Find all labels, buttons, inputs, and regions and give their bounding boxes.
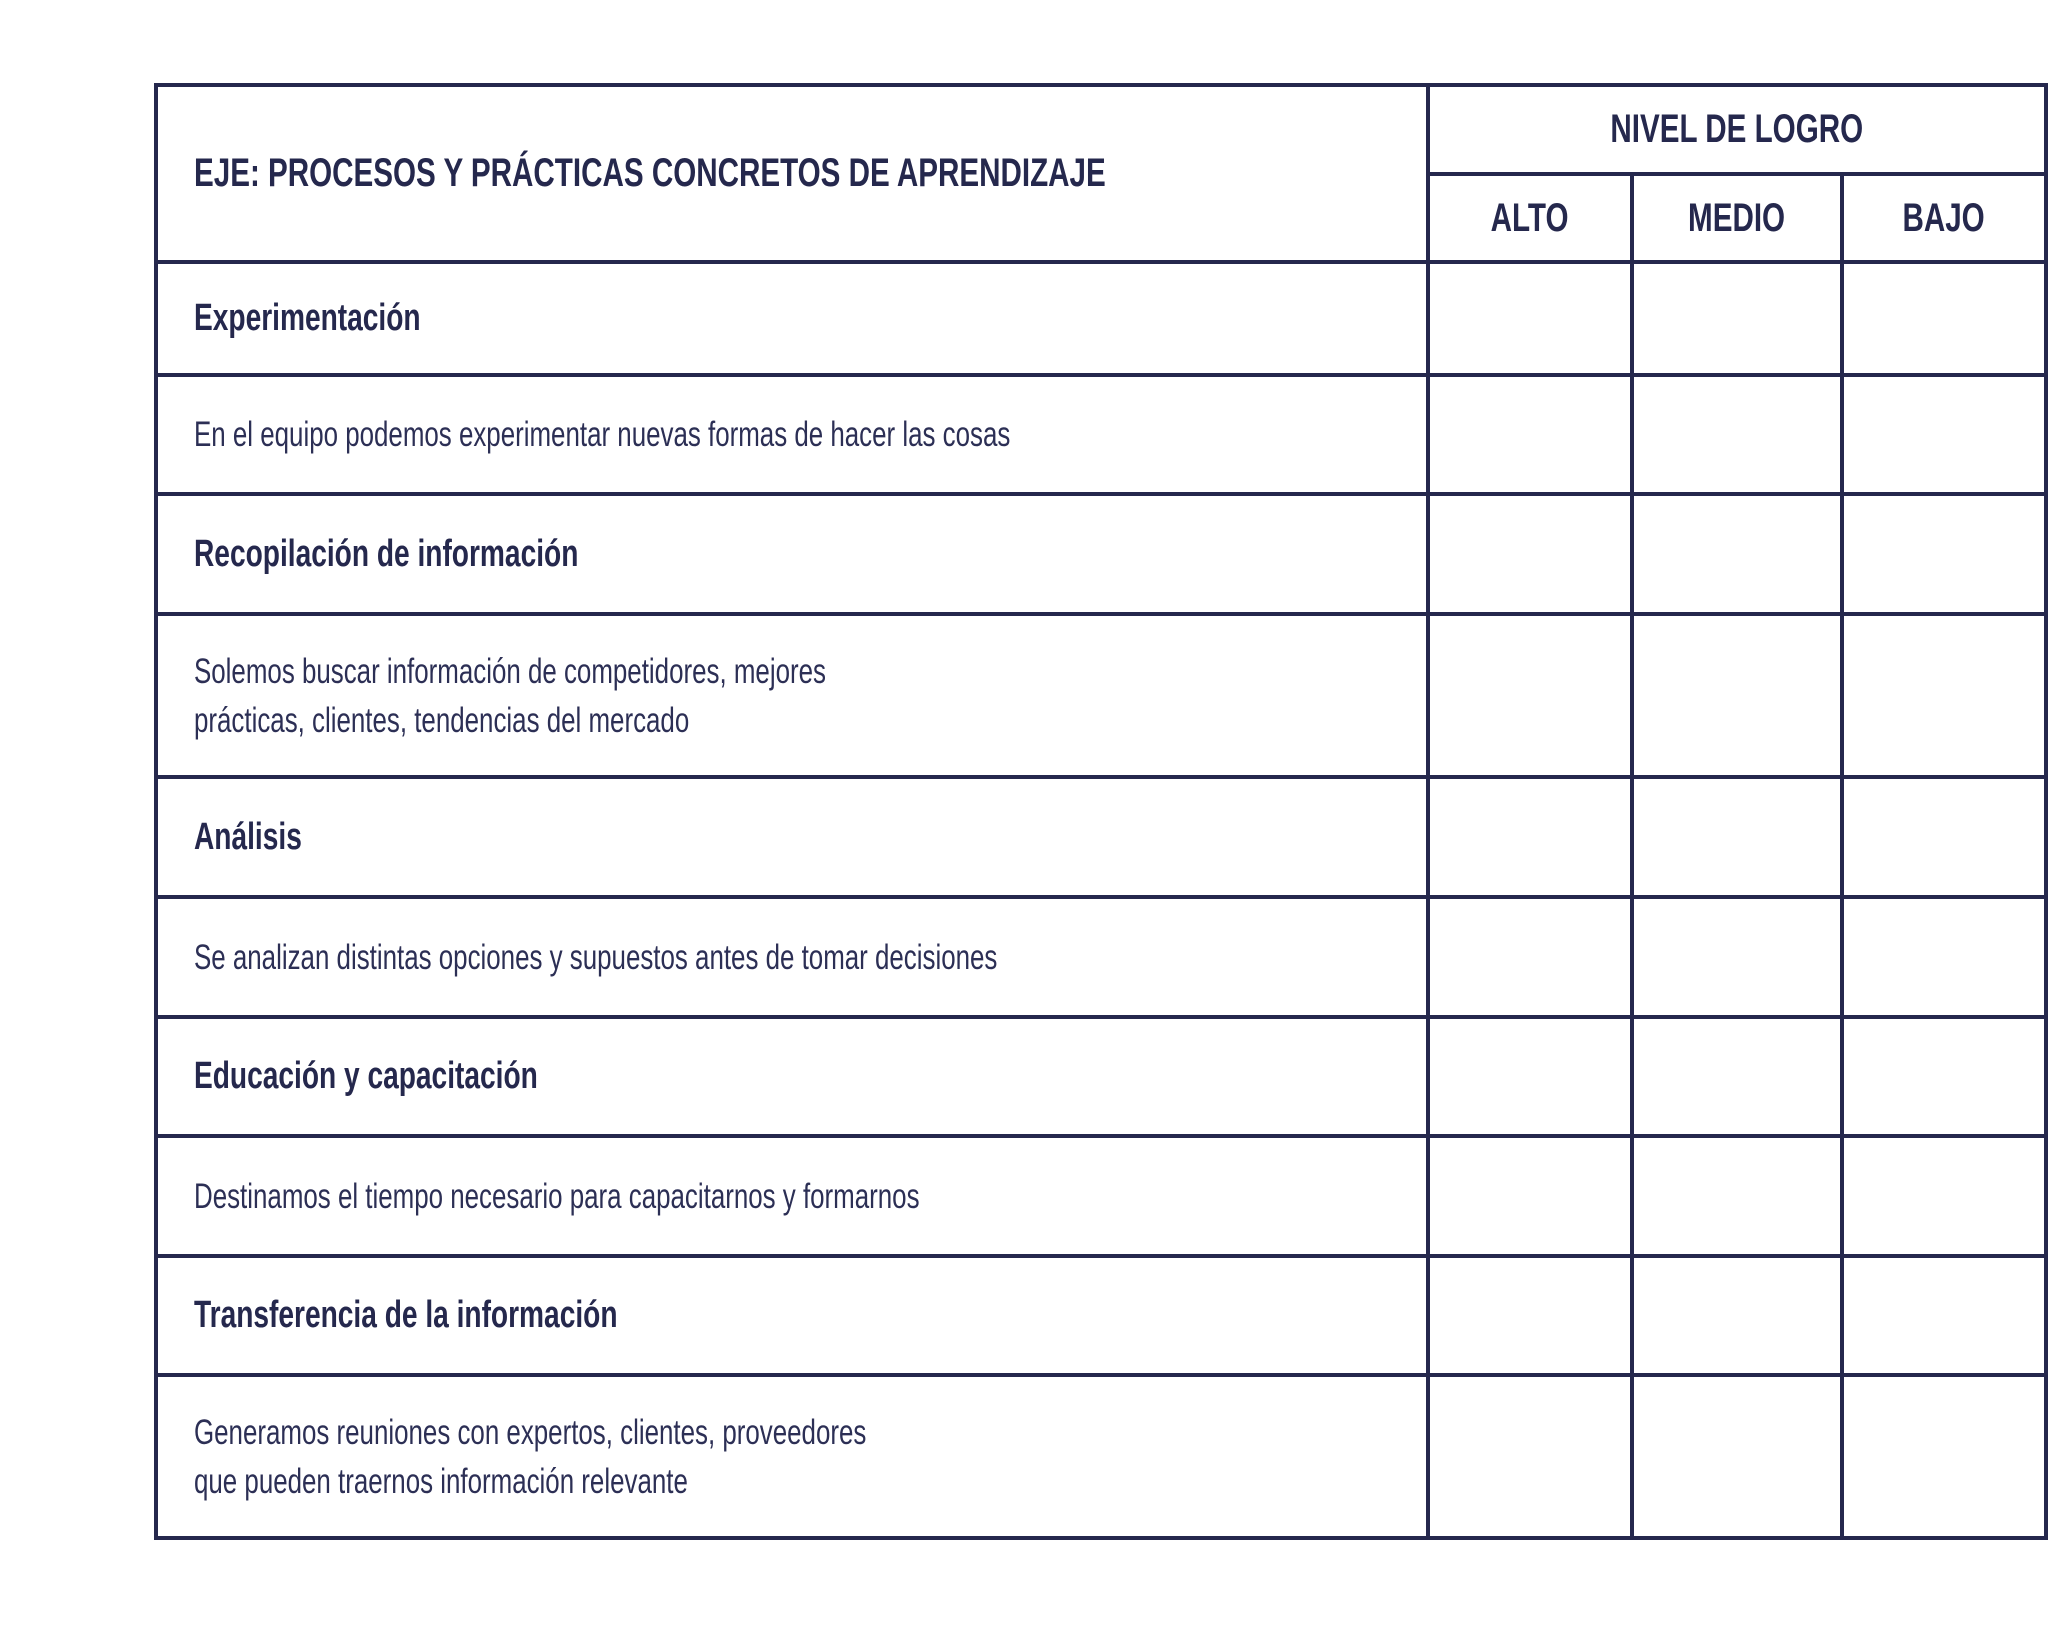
category-row: Transferencia de la información [153, 1254, 2048, 1377]
rating-cell-medio[interactable] [1629, 492, 1844, 616]
item-row: En el equipo podemos experimentar nuevas… [153, 373, 2048, 496]
rating-cell-alto[interactable] [1426, 1254, 1634, 1377]
category-label-cell: Análisis [153, 775, 1431, 899]
rating-cell-bajo[interactable] [1839, 492, 2048, 616]
item-description-line: que pueden traernos información relevant… [194, 1461, 688, 1501]
axis-title-cell: EJE: PROCESOS Y PRÁCTICAS CONCRETOS DE A… [153, 83, 1431, 264]
category-label-cell: Recopilación de información [153, 492, 1431, 616]
rating-cell-medio[interactable] [1629, 1015, 1844, 1138]
item-description-line: Destinamos el tiempo necesario para capa… [194, 1176, 920, 1216]
item-description-cell: Solemos buscar información de competidor… [153, 612, 1431, 779]
item-row: Solemos buscar información de competidor… [153, 612, 2048, 779]
rating-cell-medio[interactable] [1629, 612, 1844, 779]
category-label: Experimentación [194, 297, 421, 339]
rating-cell-alto[interactable] [1426, 895, 1634, 1019]
rating-cell-alto[interactable] [1426, 775, 1634, 899]
rating-cell-bajo[interactable] [1839, 1373, 2048, 1540]
level-header-alto: ALTO [1426, 172, 1634, 264]
rating-cell-alto[interactable] [1426, 373, 1634, 496]
rating-cell-medio[interactable] [1629, 1254, 1844, 1377]
level-title-cell: NIVEL DE LOGRO [1426, 83, 2048, 176]
category-label: Transferencia de la información [194, 1294, 618, 1336]
rating-cell-alto[interactable] [1426, 1373, 1634, 1540]
rating-cell-medio[interactable] [1629, 775, 1844, 899]
rating-cell-bajo[interactable] [1839, 775, 2048, 899]
achievement-level-table: EJE: PROCESOS Y PRÁCTICAS CONCRETOS DE A… [153, 83, 2048, 1540]
item-description-line: prácticas, clientes, tendencias del merc… [194, 700, 690, 740]
rating-cell-bajo[interactable] [1839, 1134, 2048, 1258]
item-description-cell: En el equipo podemos experimentar nuevas… [153, 373, 1431, 496]
axis-title: EJE: PROCESOS Y PRÁCTICAS CONCRETOS DE A… [194, 151, 1106, 195]
item-description-line: Generamos reuniones con expertos, client… [194, 1412, 867, 1452]
item-description-cell: Se analizan distintas opciones y supuest… [153, 895, 1431, 1019]
category-label-cell: Experimentación [153, 260, 1431, 377]
item-description-line: Solemos buscar información de competidor… [194, 651, 826, 691]
item-description-line: En el equipo podemos experimentar nuevas… [194, 415, 1011, 454]
item-row: Generamos reuniones con expertos, client… [153, 1373, 2048, 1540]
rating-cell-bajo[interactable] [1839, 373, 2048, 496]
category-label: Análisis [194, 815, 302, 858]
rating-cell-alto[interactable] [1426, 1134, 1634, 1258]
rating-cell-alto[interactable] [1426, 1015, 1634, 1138]
rating-cell-bajo[interactable] [1839, 895, 2048, 1019]
rating-cell-bajo[interactable] [1839, 612, 2048, 779]
rating-cell-medio[interactable] [1629, 260, 1844, 377]
rating-cell-alto[interactable] [1426, 492, 1634, 616]
item-description-line: Se analizan distintas opciones y supuest… [194, 937, 998, 977]
category-label: Educación y capacitación [194, 1055, 538, 1097]
rating-cell-bajo[interactable] [1839, 1015, 2048, 1138]
level-header-medio: MEDIO [1629, 172, 1844, 264]
rating-cell-bajo[interactable] [1839, 260, 2048, 377]
rating-cell-bajo[interactable] [1839, 1254, 2048, 1377]
item-description-cell: Destinamos el tiempo necesario para capa… [153, 1134, 1431, 1258]
item-description-cell: Generamos reuniones con expertos, client… [153, 1373, 1431, 1540]
rating-cell-alto[interactable] [1426, 260, 1634, 377]
category-row: Recopilación de información [153, 492, 2048, 616]
rating-cell-medio[interactable] [1629, 373, 1844, 496]
category-row: Experimentación [153, 260, 2048, 377]
rating-cell-medio[interactable] [1629, 1373, 1844, 1540]
rating-cell-medio[interactable] [1629, 1134, 1844, 1258]
item-row: Destinamos el tiempo necesario para capa… [153, 1134, 2048, 1258]
level-title: NIVEL DE LOGRO [1610, 107, 1864, 151]
category-row: Educación y capacitación [153, 1015, 2048, 1138]
rating-cell-medio[interactable] [1629, 895, 1844, 1019]
level-header-bajo: BAJO [1839, 172, 2048, 264]
category-label-cell: Educación y capacitación [153, 1015, 1431, 1138]
category-label: Recopilación de información [194, 532, 579, 575]
category-label-cell: Transferencia de la información [153, 1254, 1431, 1377]
item-row: Se analizan distintas opciones y supuest… [153, 895, 2048, 1019]
rating-cell-alto[interactable] [1426, 612, 1634, 779]
category-row: Análisis [153, 775, 2048, 899]
